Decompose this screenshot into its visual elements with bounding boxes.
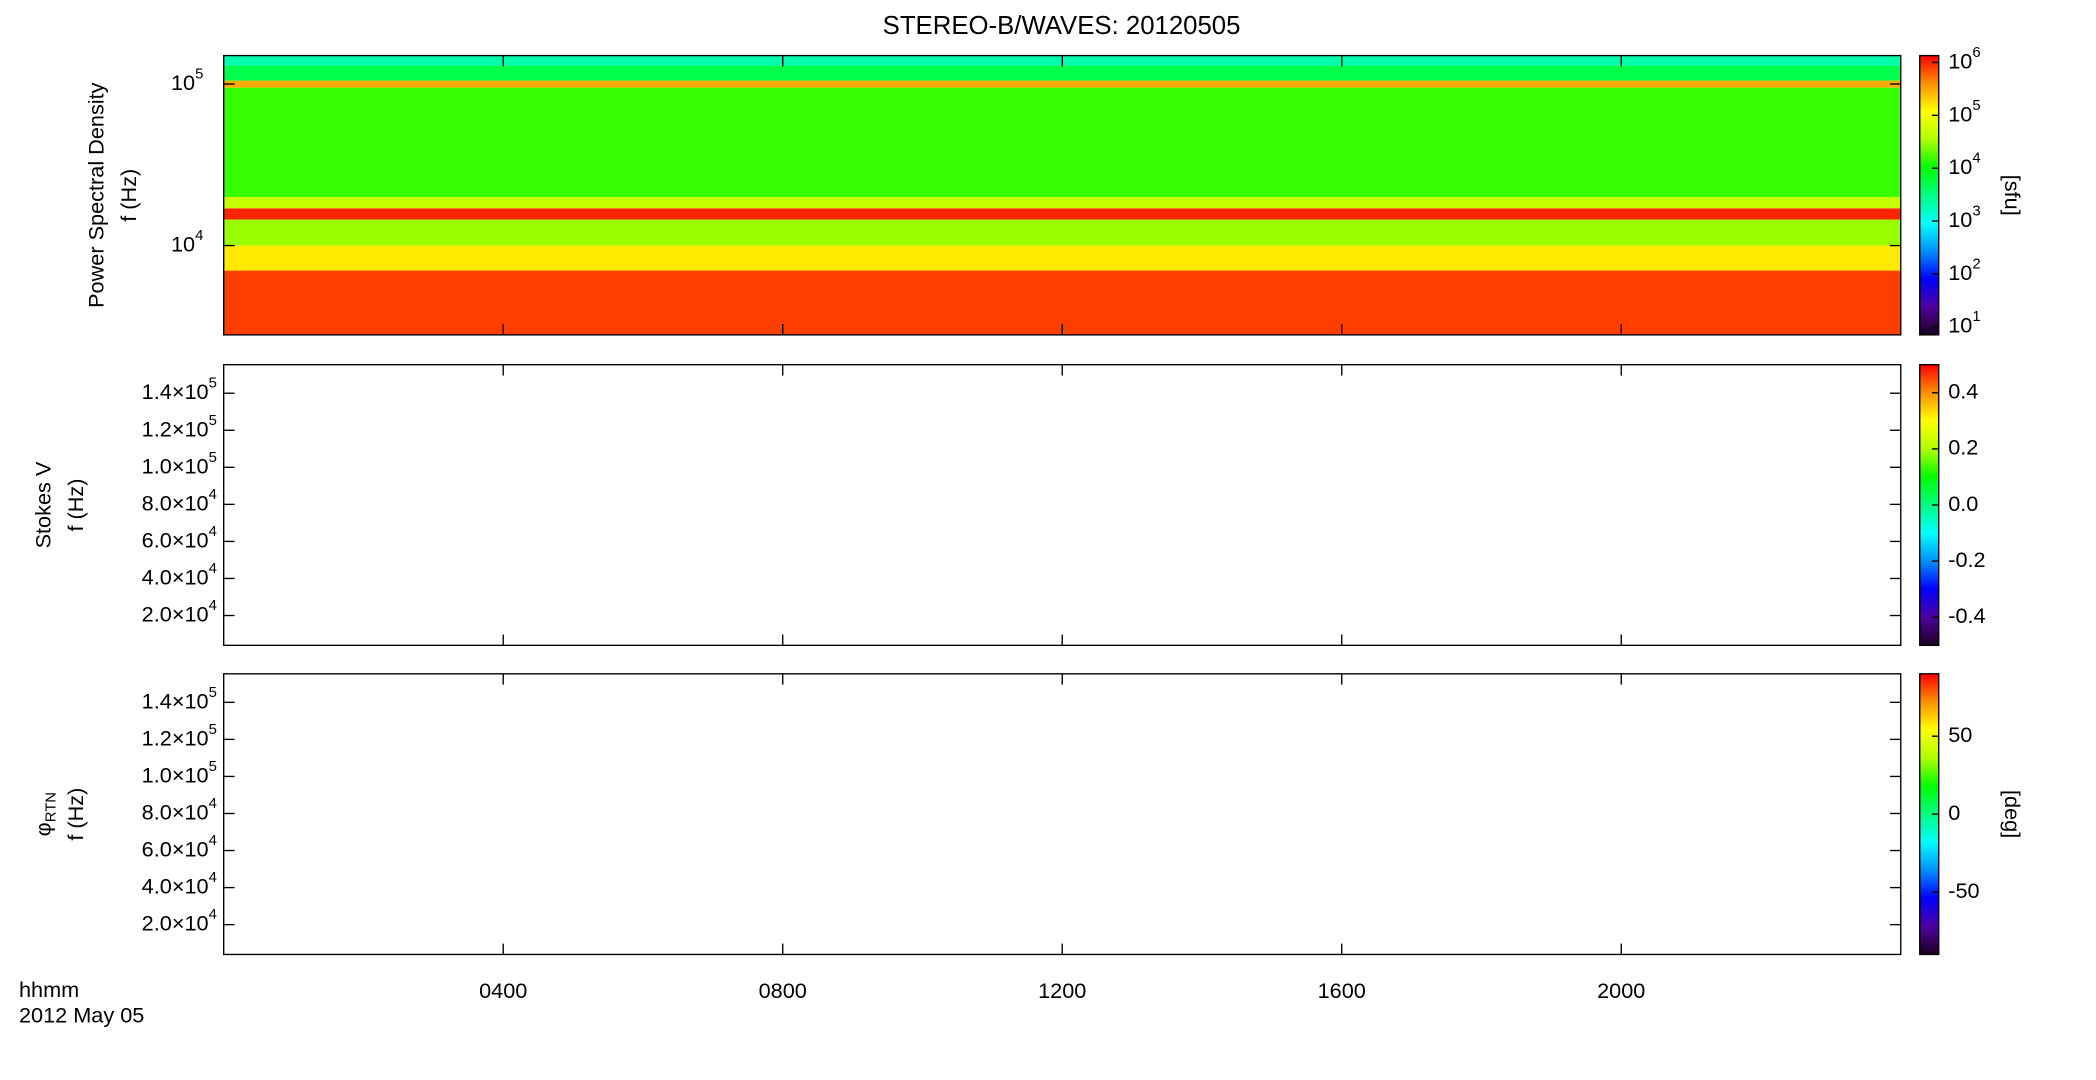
colorbar-tick-label: 104 bbox=[1948, 151, 1980, 179]
colorbar-label: [deg] bbox=[2000, 790, 2025, 838]
x-tick-label: 1600 bbox=[1318, 978, 1366, 1003]
y-axis-label: f (Hz) bbox=[116, 169, 141, 222]
y-tick-label: 1.0×105 bbox=[142, 450, 217, 478]
x-axis-label: hhmm bbox=[19, 977, 79, 1002]
plot-frame bbox=[223, 364, 1902, 647]
spectrogram-band bbox=[223, 65, 1901, 81]
colorbar-tick-label: 103 bbox=[1948, 203, 1980, 231]
spectrogram-band bbox=[223, 87, 1901, 197]
colorbar-tick-label: 0.4 bbox=[1948, 378, 1978, 403]
spectrogram-band bbox=[223, 245, 1901, 271]
colorbar-tick-label: -50 bbox=[1948, 878, 1979, 903]
colorbar-label: [sfu] bbox=[2000, 175, 2025, 216]
colorbar-tick-label: 0 bbox=[1948, 800, 1960, 825]
colorbar-tick-label: 101 bbox=[1948, 309, 1980, 337]
y-axis-label: f (Hz) bbox=[63, 788, 88, 841]
date-label: 2012 May 05 bbox=[19, 1003, 144, 1028]
y-axis-label: f (Hz) bbox=[63, 479, 88, 532]
y-tick-label: 1.0×105 bbox=[142, 759, 217, 787]
x-tick-label: 0400 bbox=[479, 978, 527, 1003]
y-tick-label: 6.0×104 bbox=[142, 833, 217, 861]
y-tick-label: 1.2×105 bbox=[142, 413, 217, 441]
x-tick-label: 0800 bbox=[759, 978, 807, 1003]
x-tick-label: 2000 bbox=[1597, 978, 1645, 1003]
spectrogram-band bbox=[223, 196, 1901, 209]
y-tick-label: 2.0×104 bbox=[142, 598, 217, 626]
colorbar-tick-label: 50 bbox=[1948, 722, 1972, 747]
y-tick-label: 1.2×105 bbox=[142, 722, 217, 750]
y-tick-label: 2.0×104 bbox=[142, 907, 217, 935]
spectrogram-band bbox=[223, 80, 1901, 88]
y-tick-label: 1.4×105 bbox=[142, 685, 217, 713]
chart-title: STEREO-B/WAVES: 20120505 bbox=[883, 12, 1241, 40]
colorbar bbox=[1919, 54, 1940, 336]
colorbar-tick-label: 102 bbox=[1948, 256, 1980, 284]
spectrogram-band bbox=[223, 219, 1901, 246]
y-axis-label: Power Spectral Density bbox=[83, 82, 108, 308]
plot-frame bbox=[223, 673, 1902, 956]
y-axis-label: Stokes V bbox=[30, 461, 55, 548]
y-tick-label: 4.0×104 bbox=[142, 561, 217, 589]
y-tick-label: 6.0×104 bbox=[142, 524, 217, 552]
spectrogram-band bbox=[223, 208, 1901, 220]
x-tick-label: 1200 bbox=[1038, 978, 1086, 1003]
colorbar-tick-label: 106 bbox=[1948, 45, 1980, 73]
y-tick-label: 8.0×104 bbox=[142, 796, 217, 824]
y-tick-label: 8.0×104 bbox=[142, 487, 217, 515]
colorbar-tick-label: -0.4 bbox=[1948, 603, 1985, 628]
y-tick-label: 4.0×104 bbox=[142, 870, 217, 898]
colorbar-tick-label: 105 bbox=[1948, 98, 1980, 126]
colorbar-tick-label: -0.2 bbox=[1948, 547, 1985, 572]
y-tick-label: 105 bbox=[171, 66, 203, 94]
colorbar-tick-label: 0.2 bbox=[1948, 435, 1978, 460]
y-axis-label: φRTN bbox=[30, 792, 59, 836]
y-tick-label: 104 bbox=[171, 228, 203, 256]
y-tick-label: 1.4×105 bbox=[142, 376, 217, 404]
colorbar-tick-label: 0.0 bbox=[1948, 491, 1978, 516]
